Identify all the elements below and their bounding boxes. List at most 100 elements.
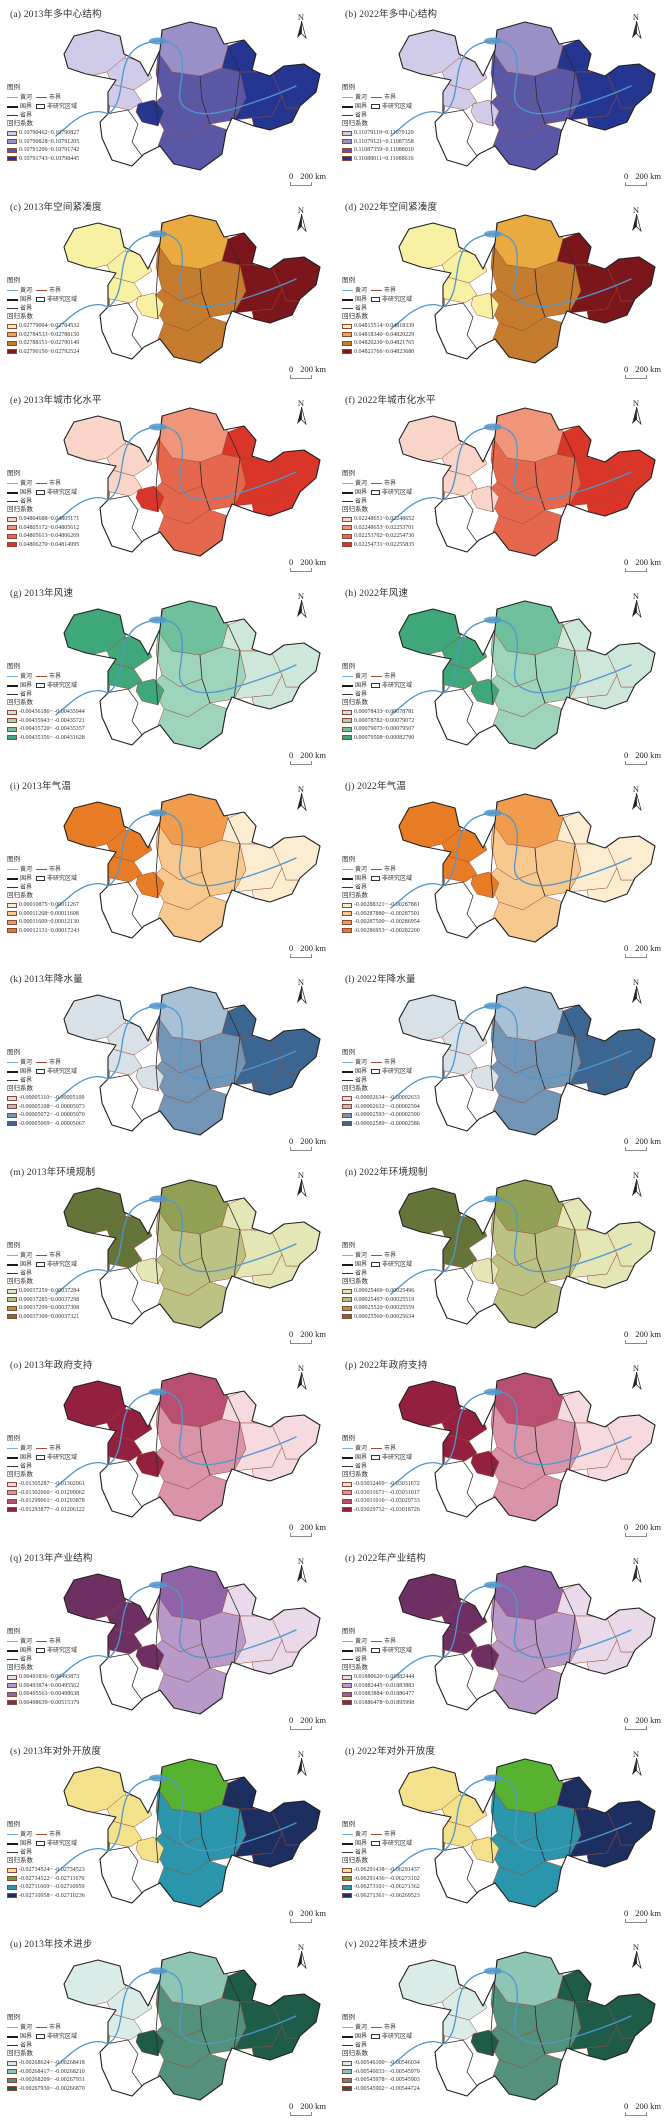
- scale-bar: 0 200 km: [289, 1329, 326, 1344]
- non-study-area-symbol: [371, 683, 381, 688]
- yellow-river-line: [390, 233, 632, 330]
- province-boundary-line: [490, 435, 496, 513]
- legend: 图例 黄河 市界 国界 非研究区域 省界 回归系数 0.00078433~0: [342, 663, 416, 742]
- north-label: N: [297, 1942, 305, 1952]
- scale-bar: 0 200 km: [289, 1908, 326, 1923]
- coefficient-title: 回归系数: [7, 1857, 33, 1864]
- legend-line-row: 省界: [7, 690, 85, 699]
- province-boundary-label: 省界: [355, 1656, 368, 1663]
- non-study-area-polygon: [97, 881, 143, 941]
- class-range-label: 0.10791206~0.10791742: [19, 147, 80, 154]
- legend: 图例 黄河 市界 国界 非研究区域 省界 回归系数 0.02248651~0: [342, 470, 416, 549]
- province-boundary-symbol: [342, 1272, 353, 1275]
- legend-title: 图例: [342, 2014, 355, 2021]
- scale-bar: 0 200 km: [289, 1522, 326, 1537]
- non-study-area-label: 非研究区域: [47, 1454, 78, 1461]
- province-boundary-symbol: [7, 500, 18, 503]
- map-panel: (j) 2022年气温 N 图例 黄河 市界: [335, 772, 670, 965]
- legend-line-row: 黄河 市界: [7, 1637, 81, 1646]
- legend: 图例 黄河 市界 国界 非研究区域 省界 回归系数 -0.00436186~: [7, 663, 85, 742]
- class-range-label: 0.00037309~0.00037321: [19, 1313, 80, 1320]
- river-label: 黄河: [20, 866, 33, 873]
- non-study-area-symbol: [36, 1262, 46, 1267]
- class-range-label: 0.02788151~0.02790149: [19, 340, 80, 347]
- legend: 图例 黄河 市界 国界 非研究区域 省界 回归系数 -0.00546100~: [342, 2014, 420, 2093]
- city-boundary-symbol: [36, 290, 48, 291]
- legend-title: 图例: [7, 2014, 20, 2021]
- province-boundary-line: [155, 1979, 161, 2057]
- north-arrow: N: [294, 785, 308, 816]
- non-study-area-symbol: [36, 1069, 46, 1074]
- city-boundary-label: 市界: [384, 1059, 397, 1066]
- scale-distance-label: 200 km: [635, 1908, 661, 1918]
- non-study-area-polygon: [97, 688, 143, 748]
- river-line-symbol: [7, 1833, 18, 1836]
- scale-text: 0 200 km: [289, 943, 326, 953]
- province-boundary-symbol: [342, 886, 353, 889]
- province-boundary-label: 省界: [355, 112, 368, 119]
- river-label: 黄河: [355, 866, 368, 873]
- legend-class-row: 0.02254731~0.02255835: [342, 541, 416, 550]
- river-line-symbol: [342, 96, 353, 99]
- scale-distance-label: 200 km: [635, 557, 661, 567]
- legend-class-row: 0.04806270~0.04814995: [7, 541, 81, 550]
- compass-needle-icon: [631, 213, 642, 233]
- legend-line-row: 省界: [7, 2041, 85, 2050]
- river-line-symbol: [7, 96, 18, 99]
- class-range-label: 0.02253702~0.02254730: [354, 533, 415, 540]
- legend-class-row: -0.03031671~ -0.03031017: [342, 1489, 420, 1498]
- basin-outline: [398, 21, 656, 171]
- class-range-label: 0.00491836~0.00493873: [19, 1674, 80, 1681]
- class-range-label: -0.02710958~ -0.02710236: [19, 1892, 85, 1899]
- scale-text: 0 200 km: [289, 1136, 326, 1146]
- legend-class-row: 0.02788151~0.02790149: [7, 339, 81, 348]
- non-study-area-label: 非研究区域: [382, 682, 413, 689]
- class-color-swatch: [7, 2069, 17, 2075]
- legend-title: 图例: [342, 277, 355, 284]
- province-boundary-line: [155, 1014, 161, 1092]
- coefficient-title: 回归系数: [342, 1085, 368, 1092]
- legend-line-row: 黄河 市界: [342, 2023, 420, 2032]
- legend-title: 图例: [7, 1628, 20, 1635]
- national-boundary-symbol: [7, 1456, 18, 1459]
- north-label: N: [632, 1170, 640, 1180]
- class-color-swatch: [7, 1876, 17, 1882]
- national-boundary-symbol: [7, 684, 18, 687]
- basin-outline: [398, 1951, 656, 2101]
- non-study-area-polygon: [97, 1846, 143, 1906]
- province-boundary-line: [199, 1426, 211, 1476]
- class-range-label: -0.06291436~ -0.06273102: [354, 1875, 420, 1882]
- scale-bar: 0 200 km: [289, 2101, 326, 2116]
- map-panel: (c) 2013年空间紧凑度 N 图例 黄河 市界: [0, 193, 335, 386]
- non-study-area-polygon: [432, 1460, 478, 1520]
- class-color-swatch: [7, 349, 17, 355]
- class-color-swatch: [7, 902, 17, 908]
- class-color-swatch: [7, 2086, 17, 2092]
- legend-class-row: 0.10791206~0.10791742: [7, 146, 81, 155]
- scale-text: 0 200 km: [289, 1329, 326, 1339]
- city-boundary-symbol: [36, 676, 48, 677]
- province-boundary-line: [490, 1014, 496, 1092]
- class-range-label: 0.10790462~0.10790827: [19, 130, 80, 137]
- north-arrow: N: [629, 206, 643, 237]
- province-boundary-line: [155, 242, 161, 320]
- scale-bracket: [290, 1340, 312, 1344]
- scale-zero-label: 0: [624, 1522, 629, 1532]
- class-color-swatch: [7, 130, 17, 136]
- province-boundary-symbol: [342, 693, 353, 696]
- national-boundary-label: 国界: [20, 489, 33, 496]
- north-label: N: [632, 398, 640, 408]
- class-color-swatch: [7, 1288, 17, 1294]
- legend-class-row: 0.00012131~0.00017243: [7, 927, 81, 936]
- basin-outline: [63, 1565, 321, 1715]
- class-range-label: 0.01882445~0.01883883: [354, 1682, 415, 1689]
- class-range-label: -0.03031671~ -0.03031017: [354, 1489, 420, 1496]
- legend-class-row: -0.00545902~ -0.00544724: [342, 2085, 420, 2094]
- north-label: N: [297, 977, 305, 987]
- legend-class-row: -0.00435356~ -0.00431628: [7, 734, 85, 743]
- class-range-label: -0.01299061~ -0.01293878: [19, 1498, 85, 1505]
- compass-needle-icon: [296, 1564, 307, 1584]
- legend-line-row: 国界 非研究区域: [342, 488, 416, 497]
- class-range-label: -0.00268417~ -0.00268210: [19, 2068, 85, 2075]
- province-boundary-label: 省界: [20, 498, 33, 505]
